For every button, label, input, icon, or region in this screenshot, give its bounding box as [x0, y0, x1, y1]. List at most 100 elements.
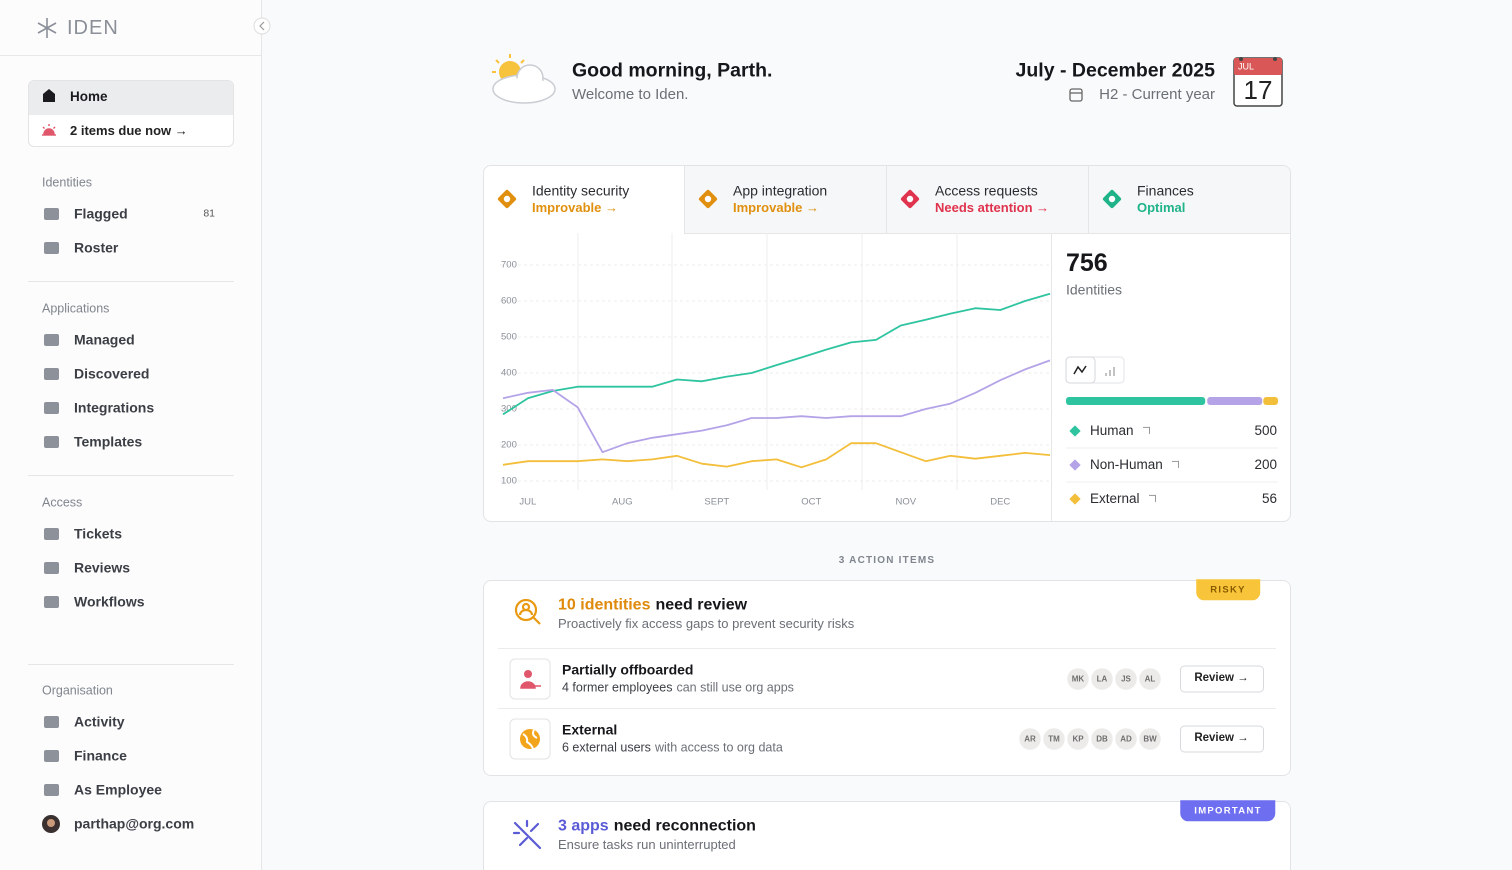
legend-marker: [1069, 459, 1081, 471]
due-link[interactable]: 2 items due now →: [70, 123, 188, 139]
nav-item[interactable]: Roster: [74, 239, 119, 256]
total-value: 756: [1066, 249, 1108, 277]
nav-home[interactable]: Home: [70, 88, 108, 104]
user-email[interactable]: parthap@org.com: [74, 815, 195, 832]
y-tick-label: 100: [501, 476, 517, 487]
tab-divider: [886, 166, 887, 233]
nav-item[interactable]: Workflows: [74, 593, 145, 610]
y-tick-label: 300: [501, 404, 517, 415]
nav-item[interactable]: Activity: [74, 713, 125, 730]
tab-status[interactable]: Optimal: [1137, 200, 1186, 216]
avatar-initials: DB: [1096, 735, 1108, 744]
tab-title[interactable]: Identity security: [532, 182, 630, 199]
avatar: [1041, 726, 1067, 752]
avatar-initials: AD: [1120, 735, 1132, 744]
badge: RISKY: [1196, 579, 1260, 601]
period-sub: H2 - Current year: [1099, 86, 1215, 103]
legend-value: 200: [1254, 456, 1277, 472]
offboarded-icon: [520, 681, 541, 689]
row-detail: 4 former employees can still use org apps: [562, 681, 794, 696]
review-button-label[interactable]: Review →: [1194, 732, 1249, 745]
avatar: [1089, 666, 1115, 692]
legend-label: Non-Human: [1090, 457, 1179, 473]
avatar: [1137, 726, 1163, 752]
section-divider: [28, 475, 234, 476]
external-link-icon[interactable]: [1171, 460, 1179, 468]
breakdown-bar: [1207, 397, 1263, 405]
card-title-highlight: 3 apps: [558, 817, 609, 835]
review-button-label[interactable]: Review →: [1194, 672, 1249, 685]
brand-logo: [37, 18, 57, 38]
tab-divider: [684, 166, 685, 233]
avatar-initials: MK: [1072, 675, 1085, 684]
total-label: Identities: [1066, 281, 1123, 298]
section-title: Identities: [42, 175, 93, 190]
badge: IMPORTANT: [1180, 800, 1276, 822]
home-icon: [43, 89, 55, 102]
status-icon-dot: [704, 195, 712, 203]
collapse-button[interactable]: [253, 17, 271, 35]
home-highlight: [29, 81, 233, 115]
brand-divider: [0, 55, 261, 56]
tab-title[interactable]: App integration: [733, 182, 828, 199]
nav-item[interactable]: Templates: [74, 433, 143, 450]
card-title-highlight: 10 identities: [558, 596, 651, 614]
card-title-text: need review: [655, 596, 748, 614]
section-title: Organisation: [42, 683, 113, 698]
avatar: [1089, 726, 1115, 752]
line-view-icon: [1073, 365, 1087, 375]
y-tick-label: 600: [501, 296, 517, 307]
tab-status[interactable]: Improvable →: [532, 200, 618, 216]
row-detail-highlight: 4 former employees: [562, 680, 673, 695]
breakdown-bar: [1066, 397, 1206, 405]
review-button[interactable]: [1180, 725, 1264, 753]
avatar-initials: KP: [1072, 735, 1084, 744]
legend-value: 56: [1261, 490, 1277, 506]
review-button[interactable]: [1180, 665, 1264, 693]
reconnect-icon: [512, 819, 542, 850]
nav-item[interactable]: Flagged: [74, 205, 128, 222]
period: July - December 2025: [1015, 59, 1215, 82]
user-avatar-face: [47, 819, 55, 827]
status-icon-dot: [906, 195, 914, 203]
section-divider: [28, 281, 234, 282]
tab-title[interactable]: Access requests: [935, 182, 1038, 199]
nav-item[interactable]: Tickets: [74, 525, 122, 542]
calendar-day: 17: [1244, 75, 1273, 105]
external-link-icon[interactable]: [1142, 426, 1150, 434]
nav-item[interactable]: Reviews: [74, 559, 131, 576]
avatar: [1065, 666, 1091, 692]
external-link-icon[interactable]: [1148, 494, 1156, 502]
nav-item[interactable]: Managed: [74, 331, 135, 348]
card-title: 10 identities need review: [558, 595, 747, 614]
x-tick-label: OCT: [801, 497, 821, 508]
avatar-initials: BW: [1143, 735, 1157, 744]
tab-status[interactable]: Needs attention →: [935, 200, 1050, 216]
section-title: Access: [42, 495, 83, 510]
nav-item[interactable]: As Employee: [74, 781, 162, 798]
action-heading: 3 ACTION ITEMS: [838, 555, 936, 566]
nav-item[interactable]: Discovered: [74, 365, 150, 382]
card-subtitle: Ensure tasks run uninterrupted: [558, 837, 736, 853]
tab-status[interactable]: Improvable →: [733, 200, 819, 216]
nav-icon: [44, 334, 59, 346]
status-icon-dot: [1108, 195, 1116, 203]
y-tick-label: 400: [501, 368, 517, 379]
tab-row-inactive: [684, 166, 1290, 234]
alert-icon: [42, 124, 56, 136]
review-icon: [514, 598, 541, 625]
row-detail: 6 external users with access to org data: [562, 741, 783, 756]
nav-icon: [44, 402, 59, 414]
calendar-month: JUL: [1238, 61, 1254, 71]
row-title: Partially offboarded: [562, 661, 694, 678]
weather-icon: [492, 54, 556, 104]
avatar-initials: AL: [1145, 675, 1156, 684]
nav-icon: [44, 208, 59, 220]
greeting: Good morning, Parth.: [572, 59, 773, 82]
nav-icon: [44, 242, 59, 254]
period-icon: [1069, 88, 1083, 102]
nav-item[interactable]: Finance: [74, 747, 127, 764]
nav-item[interactable]: Integrations: [74, 399, 155, 416]
tab-title[interactable]: Finances: [1137, 182, 1194, 199]
globe-icon: [522, 729, 538, 750]
